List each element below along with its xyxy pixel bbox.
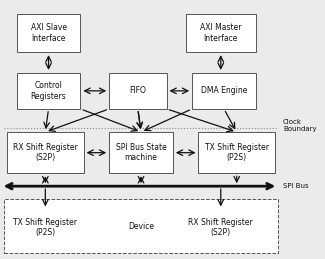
FancyBboxPatch shape [186, 13, 256, 52]
Text: AXI Slave
Interface: AXI Slave Interface [31, 23, 67, 42]
FancyBboxPatch shape [10, 209, 80, 246]
Text: TX Shift Register
(P2S): TX Shift Register (P2S) [205, 143, 269, 162]
Text: FIFO: FIFO [129, 86, 146, 95]
FancyBboxPatch shape [199, 132, 275, 173]
FancyBboxPatch shape [192, 73, 256, 109]
Text: DMA Engine: DMA Engine [201, 86, 247, 95]
FancyBboxPatch shape [17, 73, 80, 109]
Text: RX Shift Register
(S2P): RX Shift Register (S2P) [188, 218, 253, 237]
FancyBboxPatch shape [17, 13, 80, 52]
FancyBboxPatch shape [109, 73, 166, 109]
Text: SPI Bus State
machine: SPI Bus State machine [116, 143, 166, 162]
FancyBboxPatch shape [4, 199, 278, 253]
FancyBboxPatch shape [183, 209, 259, 246]
Text: Device: Device [128, 222, 154, 231]
Text: AXI Master
Interface: AXI Master Interface [200, 23, 241, 42]
FancyBboxPatch shape [7, 132, 84, 173]
Text: RX Shift Register
(S2P): RX Shift Register (S2P) [13, 143, 78, 162]
FancyBboxPatch shape [109, 132, 173, 173]
Text: Clock
Boundary: Clock Boundary [283, 119, 317, 132]
Text: Control
Registers: Control Registers [31, 81, 66, 100]
Text: SPI Bus: SPI Bus [283, 183, 309, 189]
Text: TX Shift Register
(P2S): TX Shift Register (P2S) [13, 218, 77, 237]
